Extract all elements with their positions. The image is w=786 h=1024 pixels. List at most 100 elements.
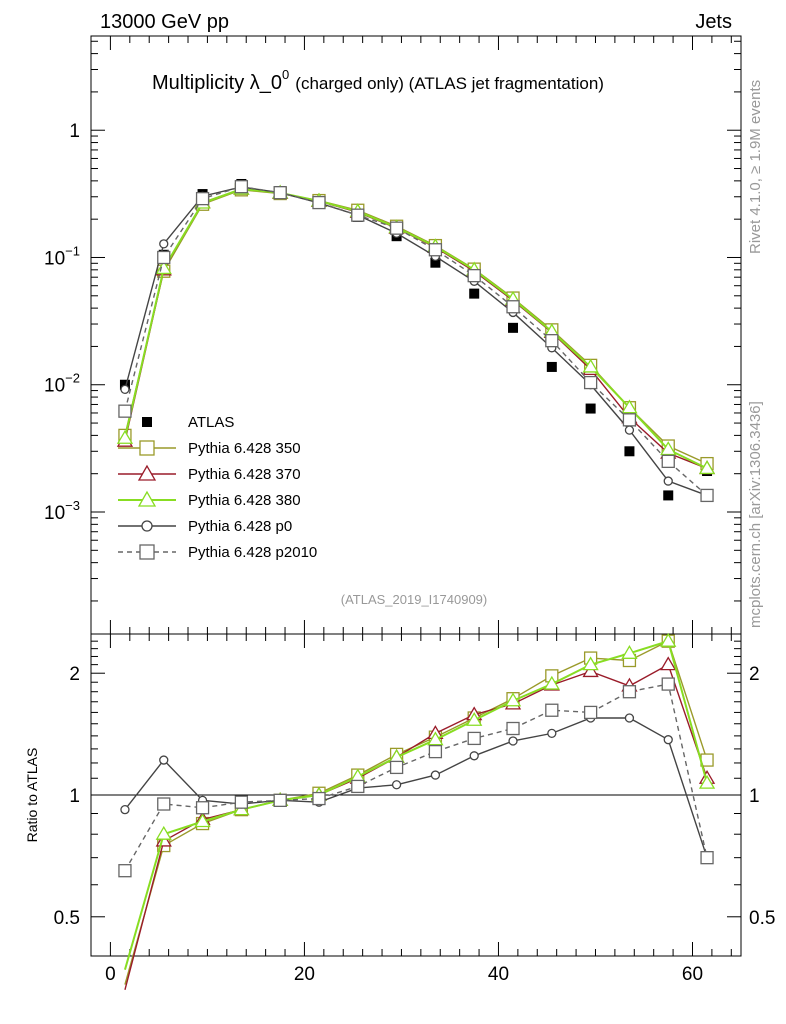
model-point xyxy=(545,334,559,348)
legend-label: Pythia 6.428 p0 xyxy=(188,518,292,535)
main-axes-ticks: 1 10−1 10−2 10−3 xyxy=(44,36,741,634)
model-point xyxy=(351,208,365,222)
ratio-y-tick-label: 1 xyxy=(69,786,80,807)
series-line xyxy=(124,185,708,496)
header-left-label: 13000 GeV pp xyxy=(100,11,229,33)
model-point xyxy=(157,250,171,265)
model-point xyxy=(661,454,675,469)
model-point xyxy=(621,645,638,659)
model-point xyxy=(195,191,210,206)
ratio-y-tick-label: 2 xyxy=(69,664,80,685)
plot-title-main: Multiplicity λ_0 xyxy=(152,72,282,94)
model-point xyxy=(137,464,157,481)
data-point xyxy=(624,446,635,457)
ratio-series-layer xyxy=(118,632,716,990)
model-point xyxy=(582,656,599,671)
model-point xyxy=(543,675,560,690)
legend-entry-2: Pythia 6.428 370 xyxy=(118,464,301,483)
x-tick-label: 0 xyxy=(105,964,116,985)
data-point xyxy=(508,322,519,333)
ratio-line xyxy=(124,683,708,872)
model-point xyxy=(351,779,365,794)
model-point xyxy=(663,476,673,486)
model-point xyxy=(155,825,172,840)
main-y-tick-label: 10−1 xyxy=(44,243,80,269)
model-point xyxy=(469,751,479,761)
model-point xyxy=(660,632,677,647)
ratio-y-tick-label-right: 1 xyxy=(749,786,760,807)
model-point xyxy=(428,243,443,257)
model-point xyxy=(583,375,598,390)
model-point xyxy=(116,429,134,444)
header-right-label: Jets xyxy=(695,11,732,33)
data-point xyxy=(142,417,152,427)
data-point xyxy=(469,288,480,299)
legend-label: Pythia 6.428 370 xyxy=(188,466,301,483)
model-point xyxy=(391,780,402,790)
legend-entry-3: Pythia 6.428 380 xyxy=(118,490,301,509)
model-point xyxy=(428,744,443,759)
model-point xyxy=(624,713,635,723)
model-point xyxy=(506,300,520,314)
legend-label: Pythia 6.428 350 xyxy=(188,440,301,457)
ratio-series-4 xyxy=(118,677,714,878)
model-point xyxy=(120,805,130,815)
model-point xyxy=(698,460,716,475)
x-tick-label: 40 xyxy=(488,964,509,985)
model-point xyxy=(159,755,169,765)
x-tick-label: 60 xyxy=(682,964,703,985)
model-point xyxy=(389,221,404,235)
ratio-series-3 xyxy=(120,713,712,863)
data-point xyxy=(546,361,557,372)
model-point xyxy=(467,731,481,746)
plot-title-suffix: (charged only) (ATLAS jet fragmentation) xyxy=(295,74,604,93)
legend-entry-1: Pythia 6.428 350 xyxy=(118,440,301,457)
model-point xyxy=(622,685,637,699)
main-series-layer xyxy=(116,178,716,503)
main-series-5 xyxy=(118,180,714,503)
model-point xyxy=(234,180,249,194)
ratio-y-tick-label-right: 2 xyxy=(749,664,760,685)
analysis-id: (ATLAS_2019_I1740909) xyxy=(341,592,487,607)
ratio-series-1 xyxy=(124,656,716,990)
ratio-line xyxy=(124,663,708,990)
model-point xyxy=(467,268,481,283)
model-point xyxy=(118,404,132,418)
x-tick-label: 20 xyxy=(294,964,315,985)
model-point xyxy=(582,663,599,678)
legend-label: ATLAS xyxy=(188,414,234,431)
model-point xyxy=(700,488,714,503)
model-point xyxy=(624,425,635,435)
model-point xyxy=(622,413,637,427)
model-point xyxy=(545,703,559,717)
model-point xyxy=(273,793,287,808)
model-point xyxy=(427,731,444,746)
main-y-tick-label: 10−2 xyxy=(44,371,80,397)
series-line xyxy=(124,186,708,497)
data-point xyxy=(585,403,596,414)
legend-entry-0: ATLAS xyxy=(142,414,234,431)
model-point xyxy=(234,795,249,809)
model-point xyxy=(582,358,599,373)
model-point xyxy=(389,760,404,775)
model-point xyxy=(312,195,326,210)
ratio-y-axis-label: Ratio to ATLAS xyxy=(24,748,40,843)
model-point xyxy=(141,520,153,532)
model-point xyxy=(504,692,522,707)
data-point xyxy=(663,490,674,501)
model-point xyxy=(547,728,557,739)
ratio-y-tick-label-right: 0.5 xyxy=(749,908,775,929)
ratio-line xyxy=(123,639,709,970)
plot-title-superscript: 0 xyxy=(282,67,289,82)
main-y-tick-label: 10−3 xyxy=(44,498,80,524)
ratio-line xyxy=(124,640,708,985)
mcplots-label: mcplots.cern.ch [arXiv:1306.3436] xyxy=(747,401,764,628)
model-point xyxy=(118,864,132,878)
model-point xyxy=(663,735,673,745)
legend-label: Pythia 6.428 380 xyxy=(188,492,301,509)
model-point xyxy=(621,399,638,414)
data-point xyxy=(430,257,441,268)
legend-entry-5: Pythia 6.428 p2010 xyxy=(118,544,317,561)
legend: ATLAS Pythia 6.428 350 Pythia 6.428 370 Pyt… xyxy=(118,414,317,561)
